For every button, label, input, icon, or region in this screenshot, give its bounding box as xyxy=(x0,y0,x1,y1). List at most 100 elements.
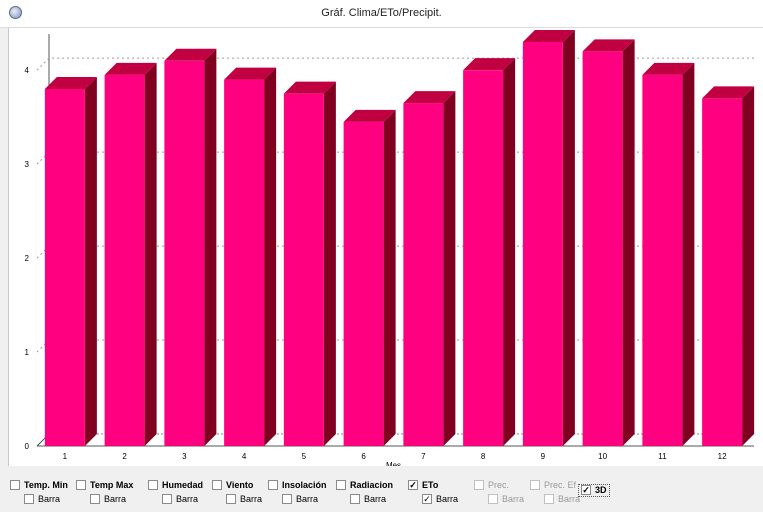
bar-top xyxy=(403,91,456,104)
series-label: Prec. xyxy=(488,480,510,490)
chart-area: 0 1 2 3 4 1 2 3 4 5 6 7 8 9 10 11 12 Mes xyxy=(8,28,763,466)
series-label: Insolación xyxy=(282,480,327,490)
checkbox[interactable] xyxy=(212,479,222,490)
x-tick-label: 7 xyxy=(421,452,426,461)
bar-mode-checkbox[interactable]: Barra xyxy=(90,493,126,505)
title-bar: Gráf. Clima/ETo/Precipit. xyxy=(0,0,763,28)
bar-top xyxy=(44,76,97,89)
x-axis-title: Mes xyxy=(386,461,401,466)
bar-mode-checkbox: Barra xyxy=(488,493,525,505)
bar-side xyxy=(144,62,157,446)
bar-mode-label: Barra xyxy=(240,494,263,504)
toggle-3d-label: 3D xyxy=(595,485,607,495)
checkbox[interactable] xyxy=(76,479,86,490)
series-label: ETo xyxy=(422,480,439,490)
series-label: Prec. Ef xyxy=(544,480,577,490)
series-checkbox[interactable]: Temp. Min xyxy=(10,479,68,491)
bar-mode-checkbox[interactable]: Barra xyxy=(162,493,199,505)
bar-side xyxy=(682,62,695,446)
bar-mode-label: Barra xyxy=(296,494,319,504)
checkbox[interactable] xyxy=(90,493,100,504)
series-checkbox[interactable]: Insolación xyxy=(268,479,327,491)
checkbox xyxy=(474,479,484,490)
series-checkbox[interactable]: Humedad xyxy=(148,479,204,491)
bar xyxy=(283,93,324,447)
series-label: Viento xyxy=(226,480,254,490)
bar xyxy=(104,74,145,446)
bar-side xyxy=(204,48,217,446)
bar-mode-label: Barra xyxy=(436,494,459,504)
bar-top xyxy=(164,48,217,61)
bar-mode-label: Barra xyxy=(558,494,581,504)
checkbox[interactable] xyxy=(282,493,292,504)
checkbox-3d[interactable]: ✓ xyxy=(581,484,591,495)
bar-mode-label: Barra xyxy=(364,494,387,504)
x-tick-label: 11 xyxy=(658,452,667,461)
series-checkbox: Prec. Ef xyxy=(530,479,577,491)
series-checkbox: Prec. xyxy=(474,479,510,491)
x-tick-label: 5 xyxy=(302,452,307,461)
bar-side xyxy=(264,67,277,446)
x-tick-label: 6 xyxy=(361,452,366,461)
bar-mode-label: Barra xyxy=(502,494,525,504)
bar-mode-checkbox[interactable]: ✓ Barra xyxy=(422,493,459,505)
bar-top xyxy=(104,62,157,75)
checkbox[interactable] xyxy=(148,479,158,490)
bar-top xyxy=(642,62,695,75)
series-legend: Temp. Min Barra Temp Max Barra Humedad Barra V… xyxy=(0,466,763,512)
x-tick-label: 9 xyxy=(541,452,546,461)
checkbox[interactable] xyxy=(268,479,278,490)
bar xyxy=(642,74,683,446)
series-label: Humedad xyxy=(162,480,204,490)
bar-side xyxy=(622,39,635,446)
series-checkbox[interactable]: Viento xyxy=(212,479,254,491)
y-gridline xyxy=(36,57,754,71)
x-tick-label: 8 xyxy=(481,452,486,461)
checkbox[interactable]: ✓ xyxy=(408,479,418,490)
bar xyxy=(164,60,205,446)
bar-side xyxy=(323,81,336,446)
bar-side xyxy=(84,76,97,446)
x-tick-label: 2 xyxy=(122,452,127,461)
series-checkbox[interactable]: Radiacion xyxy=(336,479,394,491)
bar-top xyxy=(343,109,396,122)
y-tick-label: 4 xyxy=(25,66,30,75)
bar-top xyxy=(582,39,635,52)
series-label: Radiacion xyxy=(350,480,394,490)
bar-mode-checkbox[interactable]: Barra xyxy=(350,493,387,505)
bar xyxy=(582,51,623,446)
checkbox[interactable] xyxy=(162,493,172,504)
y-tick-label: 3 xyxy=(25,160,30,169)
bar-mode-checkbox[interactable]: Barra xyxy=(282,493,319,505)
checkbox[interactable] xyxy=(226,493,236,504)
checkbox[interactable] xyxy=(350,493,360,504)
checkbox[interactable] xyxy=(10,479,20,490)
checkbox[interactable] xyxy=(336,479,346,490)
bar-side xyxy=(443,91,456,446)
bar-top xyxy=(224,67,277,80)
y-tick-label: 0 xyxy=(25,442,30,451)
checkbox[interactable] xyxy=(24,493,34,504)
bar-side xyxy=(562,30,575,446)
series-checkbox[interactable]: Temp Max xyxy=(76,479,134,491)
x-tick-label: 1 xyxy=(63,452,68,461)
series-label: Temp Max xyxy=(90,480,134,490)
checkbox[interactable]: ✓ xyxy=(422,493,432,504)
bar-top xyxy=(702,86,755,99)
checkbox xyxy=(530,479,540,490)
bar-mode-checkbox[interactable]: Barra xyxy=(24,493,60,505)
bar xyxy=(224,79,265,446)
series-checkbox[interactable]: ✓ ETo xyxy=(408,479,439,491)
bar-mode-label: Barra xyxy=(176,494,199,504)
x-tick-label: 4 xyxy=(242,452,247,461)
toggle-3d-checkbox[interactable]: ✓ 3D xyxy=(578,484,610,497)
bar-mode-checkbox: Barra xyxy=(544,493,581,505)
bar-side xyxy=(742,86,755,446)
bar-top xyxy=(463,58,516,71)
x-tick-label: 12 xyxy=(718,452,727,461)
bar-mode-checkbox[interactable]: Barra xyxy=(226,493,263,505)
x-tick-label: 10 xyxy=(598,452,607,461)
app-window-icon[interactable] xyxy=(9,6,22,19)
bar xyxy=(463,70,504,447)
checkbox xyxy=(544,493,554,504)
